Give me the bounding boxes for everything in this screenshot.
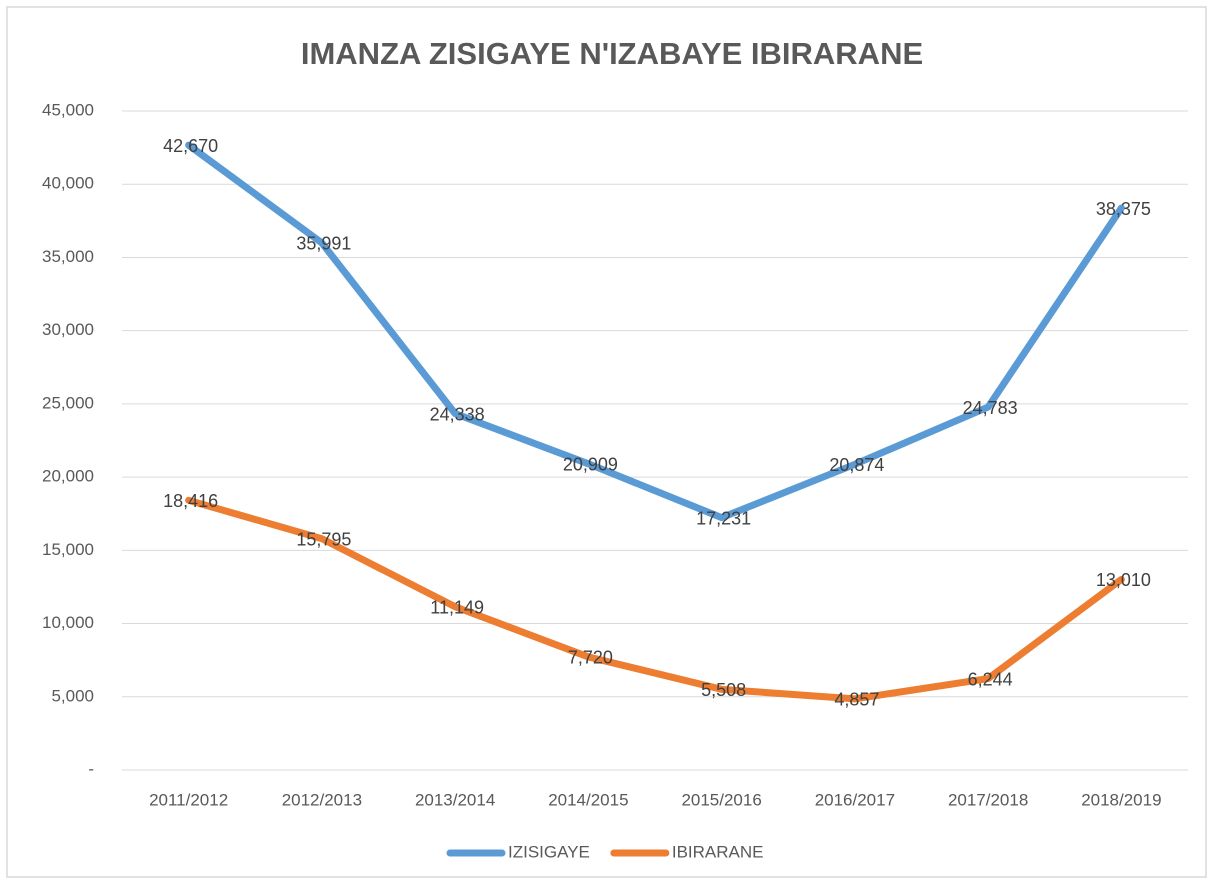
data-label: 24,783 [963, 398, 1018, 418]
data-label: 5,508 [701, 680, 746, 700]
x-tick-label: 2017/2018 [948, 790, 1028, 809]
chart-frame [6, 6, 1207, 878]
data-label: 4,857 [834, 690, 879, 710]
data-label: 15,795 [296, 529, 351, 549]
data-label: 38,375 [1096, 199, 1151, 219]
y-tick-label: 45,000 [42, 100, 94, 119]
data-label: 18,416 [163, 491, 218, 511]
y-tick-label: 25,000 [42, 393, 94, 412]
series-line [185, 496, 1125, 703]
y-tick-label: 40,000 [42, 174, 94, 193]
data-label: 11,149 [430, 597, 484, 617]
x-tick-label: 2013/2014 [415, 790, 495, 809]
data-label: 35,991 [296, 234, 351, 254]
y-tick-label: 20,000 [42, 467, 94, 486]
data-label: 13,010 [1096, 570, 1151, 590]
y-tick-label: 30,000 [42, 320, 94, 339]
x-tick-label: 2014/2015 [548, 790, 628, 809]
data-label: 20,874 [829, 455, 884, 475]
data-label: 17,231 [696, 508, 751, 528]
legend-label: IZISIGAYE [508, 842, 590, 861]
y-tick-label: 35,000 [42, 247, 94, 266]
y-tick-label: 5,000 [51, 686, 94, 705]
x-tick-label: 2018/2019 [1081, 790, 1161, 809]
x-tick-label: 2016/2017 [815, 790, 895, 809]
data-label: 42,670 [163, 136, 218, 156]
x-tick-label: 2011/2012 [149, 790, 228, 809]
x-tick-label: 2015/2016 [681, 790, 761, 809]
series-line [185, 141, 1125, 522]
data-label: 7,720 [568, 648, 613, 668]
data-label: 6,244 [968, 669, 1013, 689]
y-tick-label: - [88, 759, 94, 778]
data-label: 20,909 [563, 455, 618, 475]
y-tick-label: 15,000 [42, 540, 94, 559]
y-tick-label: 10,000 [42, 613, 94, 632]
data-label: 24,338 [430, 404, 485, 424]
legend-label: IBIRARANE [672, 842, 764, 861]
x-tick-label: 2012/2013 [282, 790, 362, 809]
chart-title: IMANZA ZISIGAYE N'IZABAYE IBIRARANE [301, 36, 923, 71]
